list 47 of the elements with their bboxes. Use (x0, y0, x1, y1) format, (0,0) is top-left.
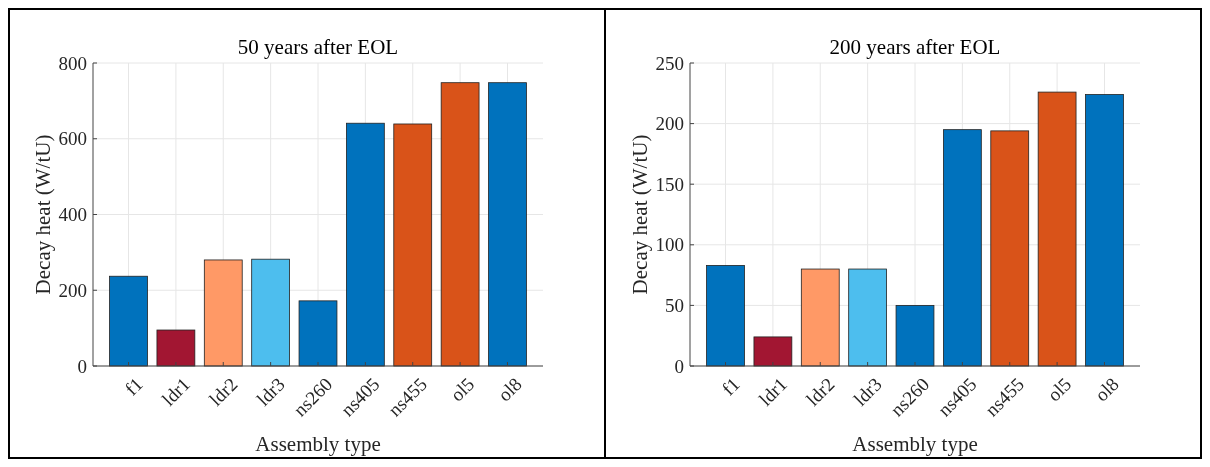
bar (1037, 91, 1077, 367)
bar (1085, 94, 1124, 367)
x-tick-label: f1 (120, 373, 147, 400)
y-tick-label: 250 (655, 52, 684, 74)
x-tick-label: ol8 (1090, 373, 1123, 406)
y-tick-label: 0 (77, 355, 87, 377)
x-tick-label: f1 (717, 373, 744, 400)
bar (753, 336, 793, 367)
x-tick-label: ol5 (446, 373, 479, 406)
y-tick-label: 200 (655, 113, 684, 135)
x-axis-title: Assembly type (852, 432, 978, 456)
y-tick-label: 150 (655, 173, 684, 195)
bar (203, 259, 243, 367)
x-tick-label: ol8 (493, 373, 526, 406)
bar (895, 305, 935, 367)
chart-title: 200 years after EOL (829, 35, 1001, 59)
x-tick-label: ldr1 (157, 373, 195, 410)
y-tick-label: 50 (665, 295, 684, 317)
y-tick-label: 100 (655, 234, 684, 256)
x-tick-label: ldr3 (252, 373, 289, 410)
y-tick-label: 200 (58, 279, 87, 301)
bar (251, 258, 290, 367)
bar (156, 329, 196, 367)
bar (440, 82, 480, 367)
y-tick-label: 600 (58, 128, 87, 150)
bar (943, 129, 982, 367)
y-axis-title: Decay heat (W/tU) (31, 134, 55, 295)
bar (393, 123, 433, 367)
bar (706, 265, 745, 367)
bar (488, 82, 527, 367)
y-tick-label: 800 (58, 52, 87, 74)
x-tick-label: ol5 (1043, 373, 1076, 406)
bar (990, 130, 1030, 367)
x-tick-label: ldr1 (754, 373, 792, 410)
y-axis-title: Decay heat (W/tU) (628, 134, 652, 295)
y-tick-label: 0 (674, 355, 684, 377)
bar (346, 122, 385, 367)
bar (800, 268, 840, 367)
x-tick-label: ldr2 (802, 373, 839, 410)
x-axis-title: Assembly type (255, 432, 381, 456)
x-tick-label: ldr2 (205, 373, 242, 410)
bar (848, 268, 887, 367)
bar (109, 275, 148, 367)
x-tick-label: ldr3 (849, 373, 886, 410)
y-tick-label: 400 (58, 204, 87, 226)
bar (298, 300, 338, 367)
chart-title: 50 years after EOL (237, 35, 399, 59)
